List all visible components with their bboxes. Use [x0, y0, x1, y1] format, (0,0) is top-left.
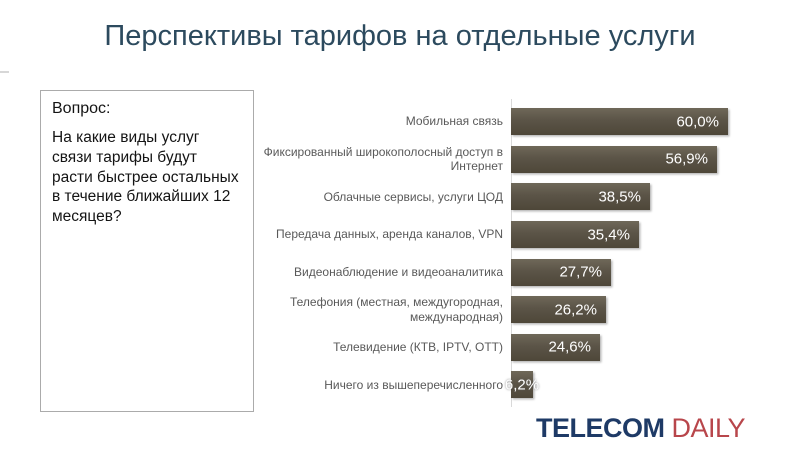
logo-daily-text: DAILY [671, 413, 745, 443]
chart-row: Телевидение (КТВ, IPTV, ОТТ) 24,6% [262, 329, 782, 367]
bar: 6,2% [505, 371, 539, 399]
question-heading: Вопрос: [52, 100, 111, 117]
chart-row: Телефония (местная, междугородная, между… [262, 291, 782, 329]
page-title: Перспективы тарифов на отдельные услуги [104, 20, 696, 52]
bar-track: 35,4% [511, 221, 782, 249]
bar-value-label: 35,4% [587, 226, 630, 244]
chart-row: Облачные сервисы, услуги ЦОД 38,5% [262, 178, 782, 216]
bar-category-label: Мобильная связь [405, 114, 503, 129]
bar-category-label: Фиксированный широкополосный доступ в Ин… [263, 144, 503, 174]
bar: 60,0% [511, 108, 728, 136]
bar: 26,2% [511, 296, 606, 324]
bar-value-label: 6,2% [504, 376, 540, 394]
bar-track: 24,6% [511, 333, 782, 361]
bar-category-label: Телефония (местная, междугородная, между… [289, 295, 503, 324]
chart-row: Мобильная связь 60,0% [262, 103, 782, 141]
bar-track: 38,5% [511, 183, 782, 211]
bar-category-label: Передача данных, аренда каналов, VPN [276, 227, 503, 242]
bar-category-label: Видеонаблюдение и видеоаналитика [294, 264, 503, 279]
chart-row: Видеонаблюдение и видеоаналитика 27,7% [262, 253, 782, 291]
bar: 24,6% [511, 333, 600, 361]
bar-value-label: 26,2% [554, 301, 597, 319]
bar-value-label: 56,9% [665, 150, 708, 168]
chart-row: Передача данных, аренда каналов, VPN 35,4… [262, 216, 782, 254]
bar-category-label: Ничего из вышеперечисленного [324, 377, 503, 392]
bar-value-label: 27,7% [559, 263, 602, 281]
bar-track: 56,9% [511, 145, 782, 173]
bar-track: 26,2% [511, 296, 782, 324]
bar: 38,5% [511, 183, 650, 211]
bar-track: 6,2% [505, 371, 782, 399]
chart-axis-line [511, 99, 512, 407]
logo-telecom-text: TELECOM [535, 413, 665, 443]
chart-row: Фиксированный широкополосный доступ в Ин… [262, 141, 782, 179]
telecom-daily-logo: TELECOM DAILY [535, 413, 746, 444]
question-box: Вопрос: На какие виды услуг связи тарифы… [40, 90, 254, 412]
bar-category-label: Телевидение (КТВ, IPTV, ОТТ) [333, 340, 503, 355]
bar-chart: Мобильная связь 60,0% Фиксированный широко… [262, 99, 782, 407]
bar-value-label: 38,5% [598, 188, 641, 206]
bar-track: 27,7% [511, 258, 782, 286]
bar-track: 60,0% [511, 108, 782, 136]
chart-row: Ничего из вышеперечисленного 6,2% [262, 366, 782, 404]
bar-value-label: 60,0% [676, 113, 719, 131]
chart-rows: Мобильная связь 60,0% Фиксированный широко… [262, 103, 782, 404]
bar-value-label: 24,6% [548, 338, 591, 356]
question-text: На какие виды услуг связи тарифы будут р… [52, 129, 239, 226]
bar: 56,9% [511, 145, 717, 173]
bar-category-label: Облачные сервисы, услуги ЦОД [323, 189, 503, 204]
bar: 27,7% [511, 258, 611, 286]
bar: 35,4% [511, 221, 639, 249]
stray-mark [0, 71, 9, 73]
